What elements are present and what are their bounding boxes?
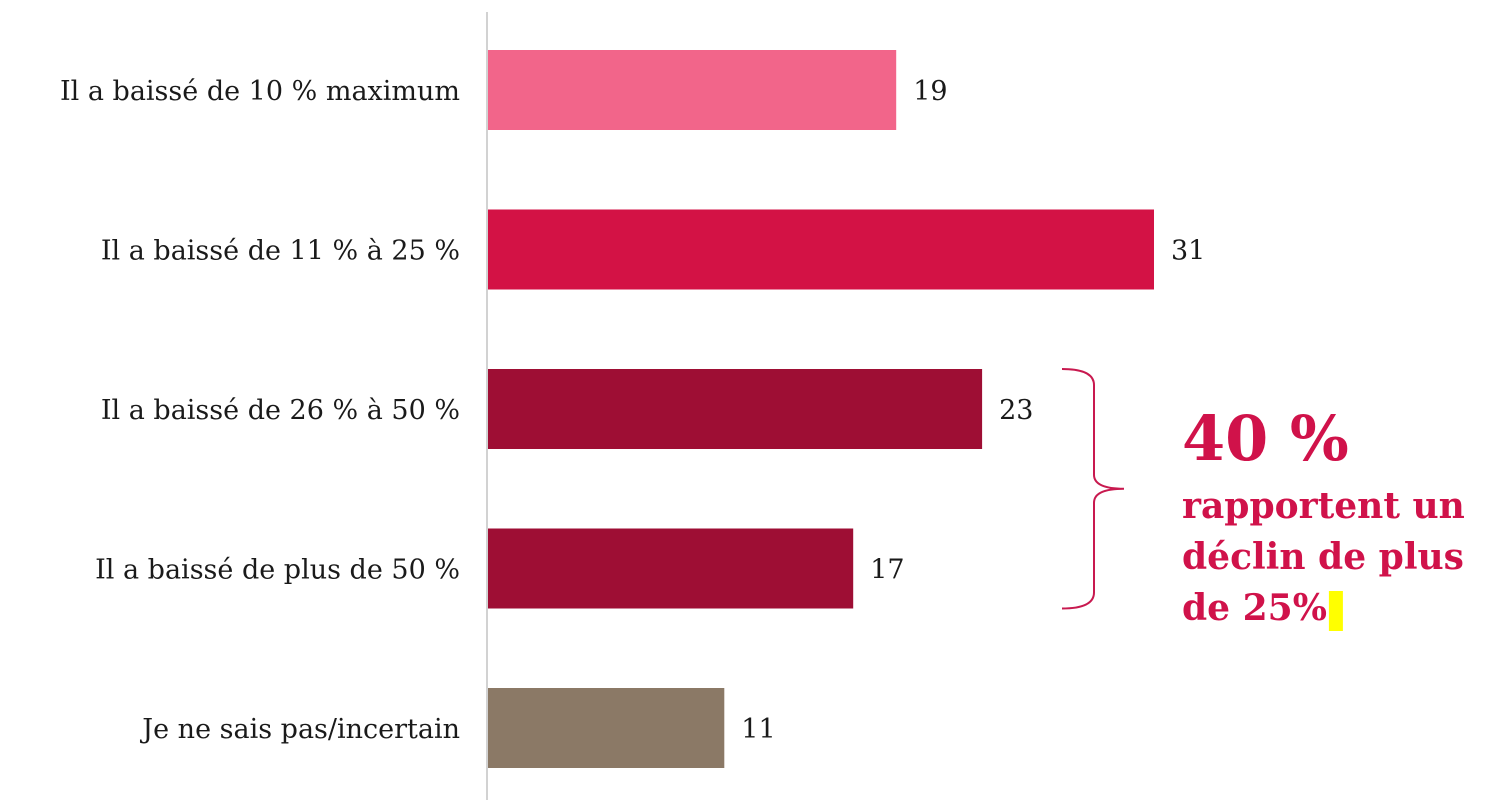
- category-label-1: Il a baissé de 10 % maximum: [60, 76, 460, 107]
- category-label-4: Il a baissé de plus de 50 %: [95, 555, 460, 586]
- callout-text: 40 % rapportent un déclin de plus de 25%: [1182, 402, 1465, 629]
- callout-percentage: 40 %: [1182, 402, 1349, 475]
- bar-3: [488, 369, 983, 449]
- category-label-5: Je ne sais pas/incertain: [139, 714, 460, 745]
- value-label-1: 19: [913, 76, 947, 107]
- value-labels: 19 31 23 17 11: [741, 76, 1205, 745]
- callout-line-2: déclin de plus: [1182, 536, 1464, 578]
- category-label-2: Il a baissé de 11 % à 25 %: [101, 236, 460, 267]
- bar-2: [488, 209, 1154, 290]
- bar-4: [488, 528, 854, 609]
- category-labels: Il a baissé de 10 % maximum Il a baissé d…: [60, 76, 460, 745]
- callout-highlight: [1328, 591, 1343, 631]
- category-label-3: Il a baissé de 26 % à 50 %: [101, 395, 460, 426]
- value-label-2: 31: [1171, 236, 1205, 267]
- bar-5: [488, 688, 725, 768]
- bar-1: [488, 50, 897, 130]
- callout-line-1: rapportent un: [1182, 485, 1465, 527]
- callout-bracket: [1061, 368, 1125, 610]
- value-label-4: 17: [870, 555, 904, 586]
- value-label-3: 23: [999, 395, 1033, 426]
- bars-group: [488, 50, 1154, 768]
- callout-line-3: de 25%: [1182, 587, 1327, 629]
- value-label-5: 11: [741, 714, 775, 745]
